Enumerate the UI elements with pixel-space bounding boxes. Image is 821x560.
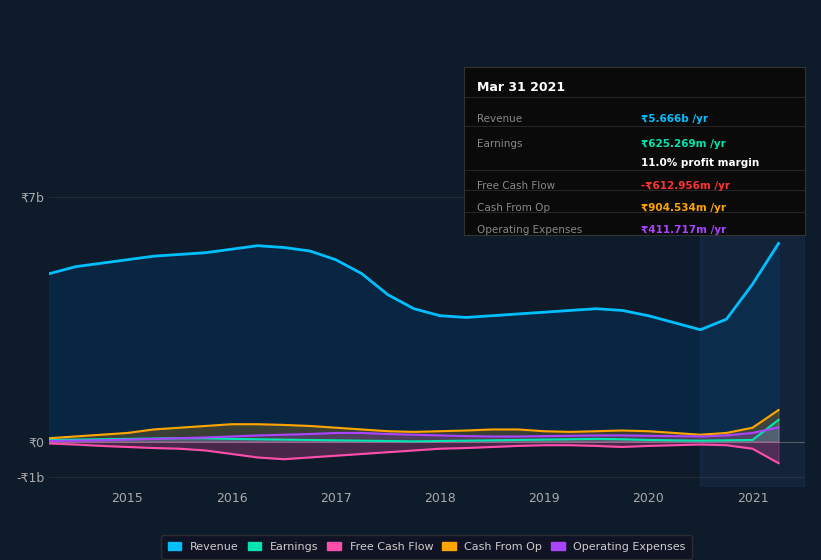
Text: Operating Expenses: Operating Expenses — [478, 225, 583, 235]
Text: ₹5.666b /yr: ₹5.666b /yr — [641, 114, 708, 124]
Text: -₹612.956m /yr: -₹612.956m /yr — [641, 181, 730, 192]
Legend: Revenue, Earnings, Free Cash Flow, Cash From Op, Operating Expenses: Revenue, Earnings, Free Cash Flow, Cash … — [162, 535, 692, 559]
Text: Free Cash Flow: Free Cash Flow — [478, 181, 556, 192]
Text: Mar 31 2021: Mar 31 2021 — [478, 81, 566, 94]
Text: ₹904.534m /yr: ₹904.534m /yr — [641, 203, 726, 213]
Text: ₹625.269m /yr: ₹625.269m /yr — [641, 139, 726, 150]
Text: ₹411.717m /yr: ₹411.717m /yr — [641, 225, 727, 235]
Text: Revenue: Revenue — [478, 114, 523, 124]
Text: 11.0% profit margin: 11.0% profit margin — [641, 158, 759, 168]
Text: Earnings: Earnings — [478, 139, 523, 150]
Text: Cash From Op: Cash From Op — [478, 203, 551, 213]
Bar — [700, 179, 805, 487]
